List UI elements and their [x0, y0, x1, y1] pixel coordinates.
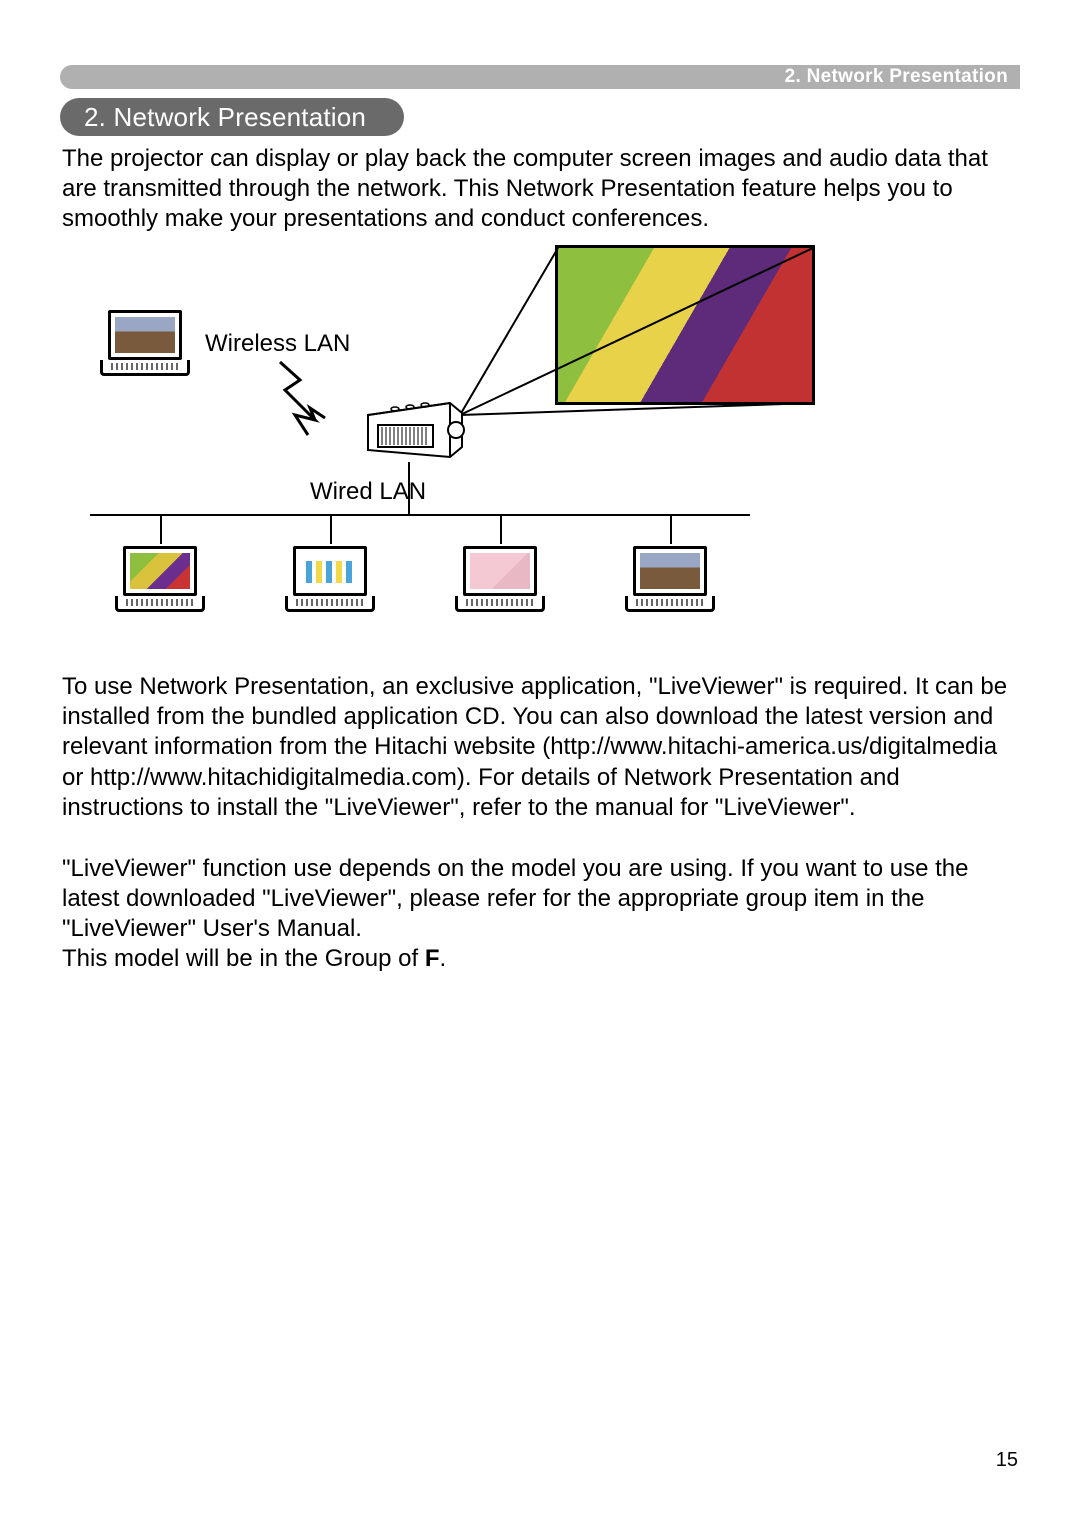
drop-1 [160, 514, 162, 544]
drop-2 [330, 514, 332, 544]
intro-paragraph: The projector can display or play back t… [62, 144, 1022, 234]
header-bar: 2. Network Presentation [60, 65, 1020, 89]
laptop-wired-4 [625, 546, 715, 618]
laptop-wired-2 [285, 546, 375, 618]
para4-pre: This model will be in the Group of [62, 945, 425, 972]
wired-bus-line [90, 514, 750, 516]
para4-post: . [440, 945, 447, 972]
laptop-wireless [100, 310, 190, 382]
page-number: 15 [996, 1449, 1018, 1472]
projector-icon [360, 395, 470, 465]
section-title-pill: 2. Network Presentation [60, 98, 404, 136]
drop-4 [670, 514, 672, 544]
drop-3 [500, 514, 502, 544]
laptop-wired-3 [455, 546, 545, 618]
header-breadcrumb: 2. Network Presentation [785, 66, 1008, 88]
wireless-lan-label: Wireless LAN [205, 330, 350, 358]
paragraph-2: To use Network Presentation, an exclusiv… [62, 672, 1022, 823]
para4-bold: F [425, 945, 440, 972]
section-title: 2. Network Presentation [84, 102, 366, 133]
paragraph-3: "LiveViewer" function use depends on the… [62, 854, 1022, 945]
laptop-wired-1 [115, 546, 205, 618]
projector-drop-line [408, 462, 410, 514]
network-diagram: Wireless LAN Wired LAN [90, 240, 830, 650]
paragraph-4: This model will be in the Group of F. [62, 944, 1022, 974]
